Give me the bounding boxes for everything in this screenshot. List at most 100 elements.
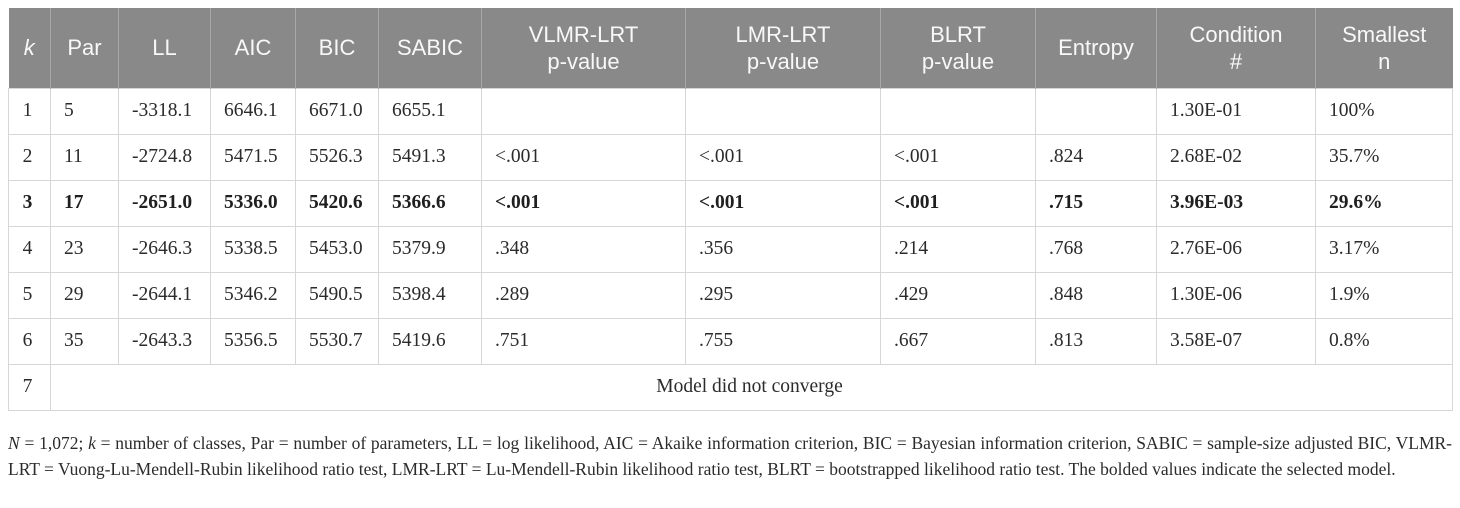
header-cell-condition: Condition # bbox=[1156, 8, 1316, 88]
table-cell: 5336.0 bbox=[210, 179, 296, 227]
header-cell-par: Par bbox=[50, 8, 119, 88]
header-cell-blrt: BLRT p-value bbox=[880, 8, 1036, 88]
table-cell: 35 bbox=[50, 317, 119, 365]
table-cell: 11 bbox=[50, 133, 119, 181]
table-cell: <.001 bbox=[481, 179, 686, 227]
table-cell: 1.9% bbox=[1315, 271, 1453, 319]
table-cell: 1.30E-06 bbox=[1156, 271, 1316, 319]
table-cell: 3 bbox=[8, 179, 51, 227]
table-cell: 5338.5 bbox=[210, 225, 296, 273]
table-row: 4 23 -2646.3 5338.5 5453.0 5379.9 .348 .… bbox=[8, 225, 1453, 273]
table-cell: 23 bbox=[50, 225, 119, 273]
table-cell: -2651.0 bbox=[118, 179, 211, 227]
table-cell: .214 bbox=[880, 225, 1036, 273]
table-cell: 5530.7 bbox=[295, 317, 379, 365]
table-cell: 1 bbox=[8, 87, 51, 135]
header-cell-sabic: SABIC bbox=[378, 8, 482, 88]
table-cell: 5471.5 bbox=[210, 133, 296, 181]
table-row: 2 11 -2724.8 5471.5 5526.3 5491.3 <.001 … bbox=[8, 133, 1453, 181]
header-cell-bic: BIC bbox=[295, 8, 379, 88]
table-cell: <.001 bbox=[685, 133, 881, 181]
table-cell: -2646.3 bbox=[118, 225, 211, 273]
table-cell: .755 bbox=[685, 317, 881, 365]
table-cell: 5491.3 bbox=[378, 133, 482, 181]
header-cell-aic: AIC bbox=[210, 8, 296, 88]
table-cell: -3318.1 bbox=[118, 87, 211, 135]
table-cell: 2 bbox=[8, 133, 51, 181]
table-cell bbox=[880, 87, 1036, 135]
table-cell: <.001 bbox=[880, 133, 1036, 181]
header-cell-vlmr-lrt: VLMR-LRT p-value bbox=[481, 8, 686, 88]
header-cell-entropy: Entropy bbox=[1035, 8, 1157, 88]
table-cell: .715 bbox=[1035, 179, 1157, 227]
table-row-non-convergence: 7 Model did not converge bbox=[8, 363, 1453, 411]
table-cell bbox=[1035, 87, 1157, 135]
table-cell: 7 bbox=[8, 363, 51, 411]
table-cell: 29 bbox=[50, 271, 119, 319]
table-cell: 6671.0 bbox=[295, 87, 379, 135]
footnote-n-symbol: N bbox=[8, 432, 20, 453]
model-fit-table: k Par LL AIC BIC SABIC VLMR-LRT p-value … bbox=[8, 8, 1453, 411]
table-cell: .429 bbox=[880, 271, 1036, 319]
table-cell: 4 bbox=[8, 225, 51, 273]
table-cell: .813 bbox=[1035, 317, 1157, 365]
table-cell: .848 bbox=[1035, 271, 1157, 319]
footnote-text: = 1,072; bbox=[19, 432, 89, 453]
footnote-text: = number of classes, Par = number of par… bbox=[8, 432, 1453, 479]
table-cell: .768 bbox=[1035, 225, 1157, 273]
table-cell: 29.6% bbox=[1315, 179, 1453, 227]
table-cell: 6646.1 bbox=[210, 87, 296, 135]
table-cell: 0.8% bbox=[1315, 317, 1453, 365]
table-cell: 6655.1 bbox=[378, 87, 482, 135]
table-cell: .295 bbox=[685, 271, 881, 319]
table-cell: 1.30E-01 bbox=[1156, 87, 1316, 135]
table-cell: .824 bbox=[1035, 133, 1157, 181]
table-cell: 5346.2 bbox=[210, 271, 296, 319]
table-cell: 5420.6 bbox=[295, 179, 379, 227]
header-cell-smallest-n: Smallest n bbox=[1315, 8, 1453, 88]
table-row-selected-model: 3 17 -2651.0 5336.0 5420.6 5366.6 <.001 … bbox=[8, 179, 1453, 227]
non-convergence-message: Model did not converge bbox=[50, 363, 1453, 411]
table-cell bbox=[481, 87, 686, 135]
table-cell: <.001 bbox=[481, 133, 686, 181]
table-cell: 3.96E-03 bbox=[1156, 179, 1316, 227]
table-cell: -2643.3 bbox=[118, 317, 211, 365]
header-cell-ll: LL bbox=[118, 8, 211, 88]
table-cell: .289 bbox=[481, 271, 686, 319]
table-cell: 35.7% bbox=[1315, 133, 1453, 181]
table-cell: 5526.3 bbox=[295, 133, 379, 181]
table-cell: 5490.5 bbox=[295, 271, 379, 319]
table-cell: <.001 bbox=[880, 179, 1036, 227]
table-cell: .751 bbox=[481, 317, 686, 365]
table-cell: 5 bbox=[50, 87, 119, 135]
table-cell: 2.68E-02 bbox=[1156, 133, 1316, 181]
table-cell: 5398.4 bbox=[378, 271, 482, 319]
table-cell: 17 bbox=[50, 179, 119, 227]
footnote-k-symbol: k bbox=[88, 432, 96, 453]
table-cell: 5419.6 bbox=[378, 317, 482, 365]
table-cell: 5453.0 bbox=[295, 225, 379, 273]
table-cell: 5366.6 bbox=[378, 179, 482, 227]
table-cell: .667 bbox=[880, 317, 1036, 365]
header-cell-lmr-lrt: LMR-LRT p-value bbox=[685, 8, 881, 88]
table-row: 6 35 -2643.3 5356.5 5530.7 5419.6 .751 .… bbox=[8, 317, 1453, 365]
table-cell: 100% bbox=[1315, 87, 1453, 135]
table-cell: .348 bbox=[481, 225, 686, 273]
table-cell: 5356.5 bbox=[210, 317, 296, 365]
table-cell: <.001 bbox=[685, 179, 881, 227]
table-cell: 5 bbox=[8, 271, 51, 319]
table-cell: 6 bbox=[8, 317, 51, 365]
table-row: 1 5 -3318.1 6646.1 6671.0 6655.1 1.30E-0… bbox=[8, 87, 1453, 135]
table-cell: 2.76E-06 bbox=[1156, 225, 1316, 273]
table-cell: 5379.9 bbox=[378, 225, 482, 273]
table-cell: .356 bbox=[685, 225, 881, 273]
table-cell bbox=[685, 87, 881, 135]
table-cell: -2724.8 bbox=[118, 133, 211, 181]
header-row: k Par LL AIC BIC SABIC VLMR-LRT p-value … bbox=[8, 8, 1453, 88]
table-cell: -2644.1 bbox=[118, 271, 211, 319]
table-footnote: N = 1,072; k = number of classes, Par = … bbox=[8, 430, 1452, 482]
table-cell: 3.58E-07 bbox=[1156, 317, 1316, 365]
table-cell: 3.17% bbox=[1315, 225, 1453, 273]
table-row: 5 29 -2644.1 5346.2 5490.5 5398.4 .289 .… bbox=[8, 271, 1453, 319]
